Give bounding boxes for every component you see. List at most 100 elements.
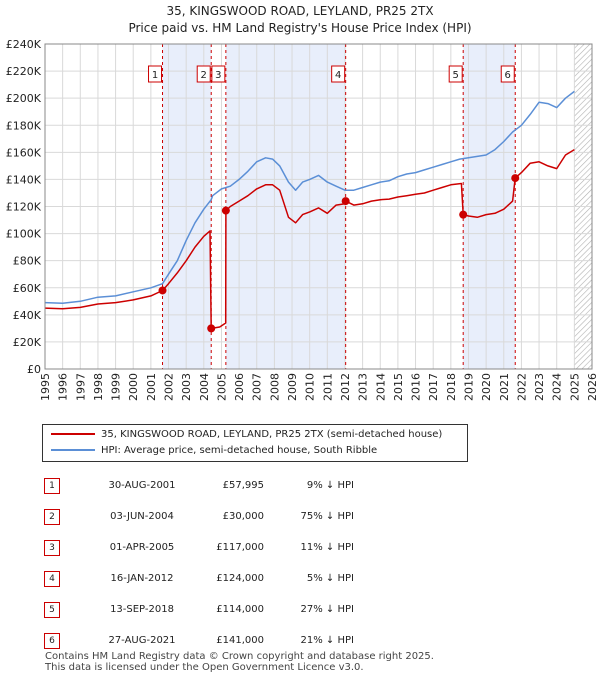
x-tick-label: 2003 bbox=[180, 373, 193, 401]
sale-point bbox=[207, 324, 216, 333]
x-tick-label: 2018 bbox=[445, 373, 458, 401]
footer-copyright: Contains HM Land Registry data © Crown c… bbox=[45, 651, 434, 662]
sale-date: 01-APR-2005 bbox=[109, 542, 175, 553]
sale-row: 3 01-APR-2005 £117,000 11% ↓ HPI bbox=[44, 532, 354, 563]
x-tick-label: 2007 bbox=[251, 373, 264, 401]
chart-subtitle: Price paid vs. HM Land Registry's House … bbox=[128, 21, 472, 35]
x-tick-label: 1999 bbox=[110, 373, 123, 401]
sale-marker-number: 5 bbox=[453, 70, 459, 81]
sale-number: 3 bbox=[44, 539, 60, 556]
sale-delta-cell: 27% ↓ HPI bbox=[264, 594, 354, 625]
sale-marker-box bbox=[148, 65, 163, 83]
x-tick-label: 2026 bbox=[586, 373, 599, 401]
legend-label-hpi: HPI: Average price, semi-detached house,… bbox=[101, 445, 378, 456]
sale-date-cell: 01-APR-2005 bbox=[80, 532, 204, 563]
sale-date-cell: 03-JUN-2004 bbox=[80, 501, 204, 532]
sale-point bbox=[221, 206, 230, 215]
hpi-line bbox=[44, 90, 575, 305]
sale-date: 16-JAN-2012 bbox=[110, 573, 174, 584]
sale-marker-box bbox=[448, 65, 463, 83]
sale-delta: 11% ↓ HPI bbox=[300, 542, 354, 553]
sale-date: 13-SEP-2018 bbox=[110, 604, 174, 615]
sale-delta-cell: 21% ↓ HPI bbox=[264, 625, 354, 656]
sale-price: £30,000 bbox=[222, 511, 264, 522]
sale-date-cell: 27-AUG-2021 bbox=[80, 625, 204, 656]
sale-date: 03-JUN-2004 bbox=[110, 511, 174, 522]
x-tick-label: 2023 bbox=[533, 373, 546, 401]
x-tick-label: 2024 bbox=[551, 373, 564, 401]
sale-number: 2 bbox=[44, 508, 60, 525]
sale-number-cell: 6 bbox=[44, 625, 80, 656]
plot-border bbox=[44, 43, 593, 370]
x-tick-label: 2000 bbox=[127, 373, 140, 401]
property-price-line bbox=[44, 148, 575, 330]
sale-row: 1 30-AUG-2001 £57,995 9% ↓ HPI bbox=[44, 470, 354, 501]
x-tick-label: 1995 bbox=[39, 373, 52, 401]
x-tick-label: 2015 bbox=[392, 373, 405, 401]
sale-point bbox=[459, 210, 468, 219]
sale-row: 6 27-AUG-2021 £141,000 21% ↓ HPI bbox=[44, 625, 354, 656]
sale-row: 5 13-SEP-2018 £114,000 27% ↓ HPI bbox=[44, 594, 354, 625]
x-tick-label: 2001 bbox=[145, 373, 158, 401]
sale-delta: 5% ↓ HPI bbox=[306, 573, 354, 584]
sale-marker-number: 1 bbox=[152, 70, 158, 81]
x-tick-label: 2025 bbox=[568, 373, 581, 401]
sale-point bbox=[158, 286, 167, 295]
sale-number: 4 bbox=[44, 570, 60, 587]
sale-number-cell: 5 bbox=[44, 594, 80, 625]
y-tick-label: £120K bbox=[6, 201, 42, 214]
y-tick-label: £60K bbox=[13, 282, 42, 295]
x-tick-label: 1998 bbox=[92, 373, 105, 401]
sale-marker-number: 6 bbox=[505, 70, 511, 81]
x-tick-label: 2020 bbox=[480, 373, 493, 401]
sales-table: 1 30-AUG-2001 £57,995 9% ↓ HPI 2 03-JUN-2004 £… bbox=[44, 470, 354, 656]
y-tick-label: £40K bbox=[13, 309, 42, 322]
legend-swatch-property bbox=[51, 433, 95, 435]
sale-number: 6 bbox=[44, 632, 60, 649]
x-tick-label: 2013 bbox=[357, 373, 370, 401]
sale-marker-number: 4 bbox=[335, 70, 341, 81]
sale-point bbox=[341, 197, 350, 206]
y-tick-label: £200K bbox=[6, 92, 42, 105]
y-tick-label: £140K bbox=[6, 173, 42, 186]
sale-delta-cell: 11% ↓ HPI bbox=[264, 532, 354, 563]
sale-price-cell: £114,000 bbox=[204, 594, 264, 625]
y-tick-label: £240K bbox=[6, 38, 42, 51]
sale-marker-box bbox=[211, 65, 226, 83]
y-tick-label: £100K bbox=[6, 228, 42, 241]
x-tick-label: 2006 bbox=[233, 373, 246, 401]
x-tick-label: 1996 bbox=[57, 373, 70, 401]
sale-row: 4 16-JAN-2012 £124,000 5% ↓ HPI bbox=[44, 563, 354, 594]
x-tick-label: 2010 bbox=[304, 373, 317, 401]
x-tick-label: 1997 bbox=[74, 373, 87, 401]
x-tick-label: 2011 bbox=[321, 373, 334, 401]
sale-price: £114,000 bbox=[216, 604, 264, 615]
x-tick-label: 2019 bbox=[462, 373, 475, 401]
sale-price: £124,000 bbox=[216, 573, 264, 584]
y-tick-label: £180K bbox=[6, 119, 42, 132]
y-tick-label: £160K bbox=[6, 146, 42, 159]
x-tick-label: 2004 bbox=[198, 373, 211, 401]
sale-delta-cell: 75% ↓ HPI bbox=[264, 501, 354, 532]
sale-price-cell: £141,000 bbox=[204, 625, 264, 656]
sale-delta: 27% ↓ HPI bbox=[300, 604, 354, 615]
sale-date-cell: 30-AUG-2001 bbox=[80, 470, 204, 501]
sale-delta-cell: 5% ↓ HPI bbox=[264, 563, 354, 594]
legend-label-property: 35, KINGSWOOD ROAD, LEYLAND, PR25 2TX (s… bbox=[101, 429, 443, 440]
x-tick-label: 2021 bbox=[498, 373, 511, 401]
price-chart: £0 £20K £40K £60K £80K £100K £120K £140K £160K £1… bbox=[6, 38, 599, 401]
y-tick-label: £20K bbox=[13, 336, 42, 349]
y-tick-label: £0 bbox=[27, 363, 41, 376]
sale-row: 2 03-JUN-2004 £30,000 75% ↓ HPI bbox=[44, 501, 354, 532]
sale-delta: 75% ↓ HPI bbox=[300, 511, 354, 522]
x-tick-label: 2005 bbox=[215, 373, 228, 401]
sale-marker-number: 2 bbox=[201, 70, 207, 81]
x-tick-label: 2009 bbox=[286, 373, 299, 401]
x-tick-label: 2016 bbox=[410, 373, 423, 401]
sale-delta-cell: 9% ↓ HPI bbox=[264, 470, 354, 501]
sale-delta: 21% ↓ HPI bbox=[300, 635, 354, 646]
sale-marker-box bbox=[500, 65, 515, 83]
legend: 35, KINGSWOOD ROAD, LEYLAND, PR25 2TX (s… bbox=[42, 424, 468, 462]
sale-delta: 9% ↓ HPI bbox=[306, 480, 354, 491]
sale-price: £117,000 bbox=[216, 542, 264, 553]
